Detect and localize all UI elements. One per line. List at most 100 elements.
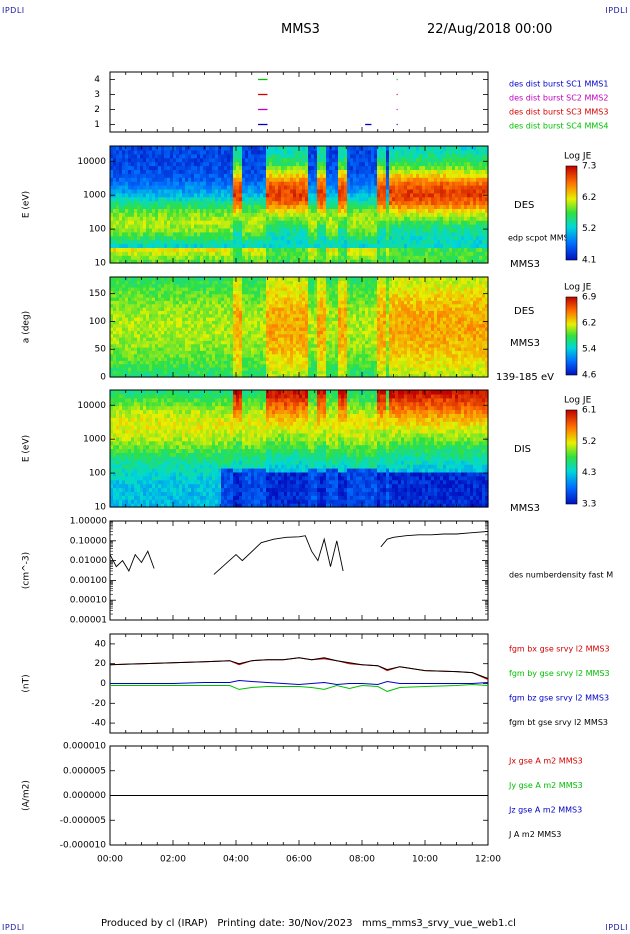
heatmap-cell: [473, 200, 477, 206]
heatmap-cell: [296, 146, 300, 151]
heatmap-cell: [470, 204, 474, 209]
heatmap-cell: [377, 177, 381, 182]
heatmap-cell: [269, 146, 273, 151]
heatmap-cell: [341, 173, 345, 178]
heatmap-cell: [305, 153, 309, 159]
heatmap-cell: [125, 224, 129, 229]
heatmap-cell: [341, 161, 345, 167]
heatmap-cell: [392, 157, 396, 163]
heatmap-cell: [458, 251, 462, 256]
heatmap-cell: [173, 181, 177, 186]
heatmap-cell: [161, 300, 165, 305]
heatmap-cell: [173, 224, 177, 229]
heatmap-cell: [143, 287, 147, 291]
heatmap-cell: [317, 259, 321, 264]
heatmap-cell: [374, 188, 378, 194]
heatmap-cell: [197, 157, 201, 163]
heatmap-cell: [323, 220, 327, 225]
heatmap-cell: [200, 208, 204, 213]
heatmap-cell: [197, 323, 201, 328]
heatmap-cell: [338, 259, 342, 264]
heatmap-cell: [125, 287, 129, 291]
heatmap-cell: [437, 235, 441, 241]
heatmap-cell: [218, 251, 222, 256]
heatmap-cell: [296, 204, 300, 209]
heatmap-cell: [236, 227, 240, 233]
heatmap-cell: [167, 204, 171, 209]
heatmap-cell: [170, 337, 174, 341]
heatmap-cell: [365, 212, 369, 217]
heatmap-cell: [200, 235, 204, 241]
heatmap-cell: [398, 196, 402, 202]
heatmap-cell: [419, 161, 423, 167]
heatmap-cell: [206, 165, 210, 170]
heatmap-cell: [152, 370, 156, 375]
heatmap-cell: [200, 357, 204, 361]
heatmap-cell: [113, 357, 117, 361]
heatmap-cell: [392, 169, 396, 174]
heatmap-cell: [185, 323, 189, 328]
heatmap-cell: [386, 146, 390, 151]
heatmap-cell: [299, 177, 303, 182]
heatmap-cell: [179, 330, 183, 335]
heatmap-cell: [119, 323, 123, 328]
heatmap-cell: [176, 313, 180, 318]
heatmap-cell: [485, 259, 489, 264]
heatmap-cell: [452, 181, 456, 186]
heatmap-cell: [371, 149, 375, 155]
heatmap-cell: [167, 185, 171, 190]
heatmap-cell: [224, 196, 228, 202]
heatmap-cell: [155, 204, 159, 209]
heatmap-cell: [311, 192, 315, 198]
heatmap-cell: [356, 188, 360, 194]
heatmap-cell: [431, 224, 435, 229]
heatmap-cell: [272, 251, 276, 256]
heatmap-cell: [482, 220, 486, 225]
heatmap-cell: [419, 173, 423, 178]
heatmap-cell: [245, 212, 249, 217]
heatmap-cell: [167, 208, 171, 213]
heatmap-cell: [152, 231, 156, 237]
heatmap-cell: [350, 192, 354, 198]
heatmap-cell: [119, 293, 123, 298]
heatmap-cell: [362, 235, 366, 241]
heatmap-cell: [119, 373, 123, 378]
heatmap-cell: [269, 235, 273, 241]
heatmap-cell: [410, 200, 414, 206]
heatmap-cell: [302, 216, 306, 221]
heatmap-cell: [401, 227, 405, 233]
heatmap-cell: [119, 188, 123, 194]
heatmap-cell: [353, 204, 357, 209]
heatmap-cell: [437, 251, 441, 256]
heatmap-cell: [431, 169, 435, 174]
heatmap-cell: [182, 196, 186, 202]
heatmap-cell: [401, 161, 405, 167]
heatmap-cell: [161, 157, 165, 163]
heatmap-cell: [326, 173, 330, 178]
heatmap-cell: [179, 323, 183, 328]
heatmap-cell: [269, 247, 273, 252]
heatmap-cell: [368, 255, 372, 260]
heatmap-cell: [224, 247, 228, 252]
heatmap-cell: [185, 370, 189, 375]
heatmap-cell: [215, 200, 219, 206]
heatmap-cell: [134, 323, 138, 328]
heatmap-cell: [482, 173, 486, 178]
heatmap-cell: [164, 307, 168, 311]
heatmap-cell: [266, 200, 270, 206]
heatmap-cell: [353, 259, 357, 264]
heatmap-cell: [254, 192, 258, 198]
heatmap-cell: [461, 200, 465, 206]
heatmap-cell: [179, 239, 183, 245]
heatmap-cell: [149, 287, 153, 291]
heatmap-cell: [197, 287, 201, 291]
heatmap-cell: [218, 165, 222, 170]
heatmap-cell: [128, 185, 132, 190]
heatmap-cell: [308, 169, 312, 174]
heatmap-cell: [185, 196, 189, 202]
heatmap-cell: [137, 297, 141, 301]
heatmap-cell: [140, 235, 144, 241]
heatmap-cell: [152, 220, 156, 225]
heatmap-cell: [215, 235, 219, 241]
heatmap-cell: [257, 188, 261, 194]
